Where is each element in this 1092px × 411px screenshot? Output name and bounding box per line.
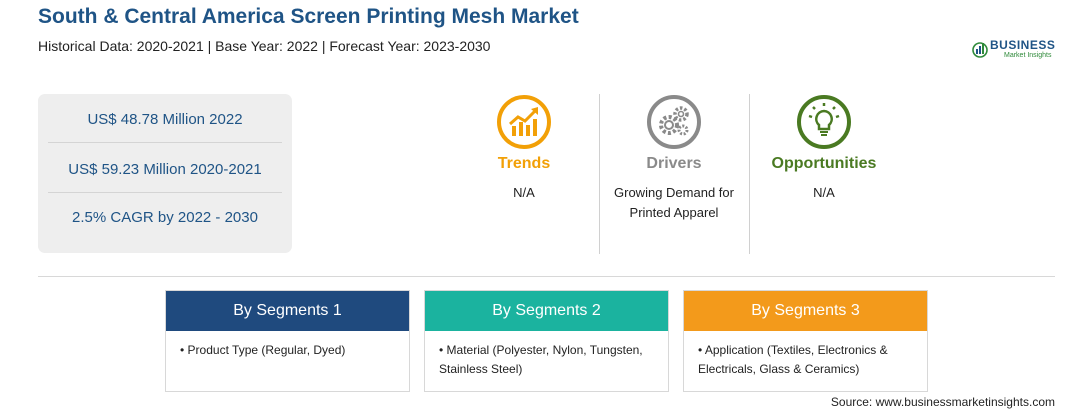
segment-card-1: By Segments 1 • Product Type (Regular, D… [165,290,410,392]
globe-logo-icon [972,42,988,58]
opportunities-column: Opportunities N/A [749,94,899,203]
logo-sub-text: Market Insights [1004,52,1052,59]
segment-2-body: • Material (Polyester, Nylon, Tungsten, … [439,343,643,376]
trends-title: Trends [497,155,551,172]
stat-cagr: 2.5% CAGR by 2022 - 2030 [72,209,258,226]
section-divider [38,276,1055,277]
page-title: South & Central America Screen Printing … [38,5,579,28]
stat-market-size-historical: US$ 59.23 Million 2020-2021 [68,161,262,178]
stat-divider [48,142,282,143]
logo-main-text: BUSINESS [990,38,1056,52]
page-subtitle: Historical Data: 2020-2021 | Base Year: … [38,38,491,54]
segment-3-item: Application (Textiles, Electronics & Ele… [698,343,888,376]
drivers-text: Growing Demand for Printed Apparel [614,185,734,220]
drivers-column: Drivers Growing Demand for Printed Appar… [599,94,749,223]
column-divider [749,94,750,254]
lightbulb-icon [797,95,851,149]
opportunities-title: Opportunities [771,155,877,172]
segment-3-body: • Application (Textiles, Electronics & E… [698,343,888,376]
segment-card-2: By Segments 2 • Material (Polyester, Nyl… [424,290,669,392]
segment-1-body: • Product Type (Regular, Dyed) [180,343,346,357]
segment-1-item: Product Type (Regular, Dyed) [187,343,346,357]
opportunities-text: N/A [813,185,835,200]
trends-text: N/A [513,185,535,200]
stat-market-size-2022: US$ 48.78 Million 2022 [87,111,243,128]
segment-3-header: By Segments 3 [684,291,927,331]
trends-column: Trends N/A [449,94,599,203]
market-stats-box: US$ 48.78 Million 2022 US$ 59.23 Million… [38,94,292,253]
brand-logo[interactable]: BUSINESS Market Insights [972,34,1062,64]
trend-chart-icon [497,95,551,149]
drivers-title: Drivers [646,155,702,172]
segment-1-header: By Segments 1 [166,291,409,331]
segment-2-item: Material (Polyester, Nylon, Tungsten, St… [439,343,643,376]
column-divider [599,94,600,254]
segment-card-3: By Segments 3 • Application (Textiles, E… [683,290,928,392]
stat-divider [48,192,282,193]
source-citation: Source: www.businessmarketinsights.com [830,395,1055,409]
gears-icon [647,95,701,149]
segment-2-header: By Segments 2 [425,291,668,331]
